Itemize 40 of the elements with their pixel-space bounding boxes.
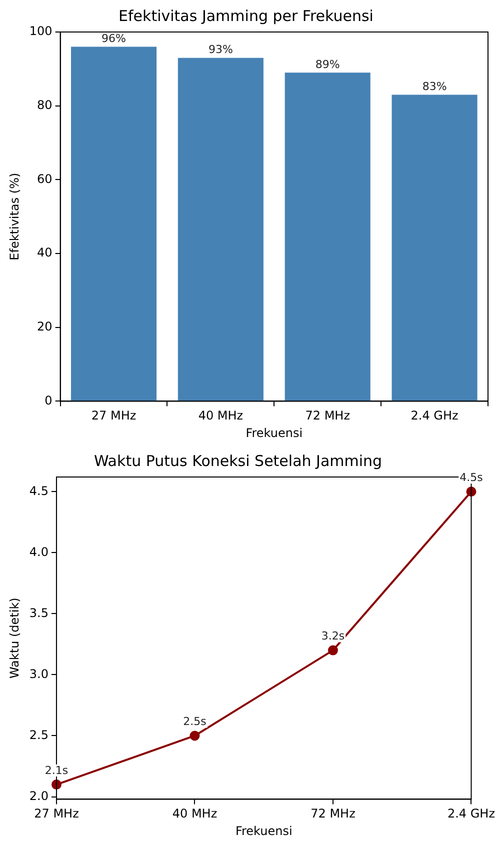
x-axis-title: Frekuensi [246, 426, 303, 440]
bar [284, 72, 370, 401]
data-label: 3.2s [321, 630, 345, 643]
x-tick-label: 27 MHz [91, 408, 136, 423]
point [190, 730, 200, 741]
data-label: 2.1s [44, 764, 68, 777]
bar [178, 58, 264, 401]
point [328, 645, 338, 656]
data-label: 83% [422, 80, 447, 94]
x-axis-title: Frekuensi [235, 824, 292, 838]
y-tick-label: 60 [37, 172, 52, 186]
data-label: 96% [102, 32, 126, 46]
x-tick-label: 72 MHz [310, 806, 356, 821]
data-label: 4.5s [460, 471, 484, 484]
x-tick-label: 2.4 GHz [410, 408, 458, 423]
y-axis-title: Waktu (detik) [7, 598, 22, 679]
data-label: 2.5s [183, 715, 207, 728]
x-tick-label: 40 MHz [172, 806, 218, 821]
y-tick-label: 80 [37, 98, 52, 112]
chart-title: Waktu Putus Koneksi Setelah Jamming [94, 452, 382, 470]
y-tick-label: 4.0 [29, 544, 48, 559]
y-tick-label: 3.0 [29, 666, 48, 681]
y-axis-title: Efektivitas (%) [7, 172, 22, 260]
bar [392, 94, 478, 401]
y-tick-label: 100 [29, 24, 52, 38]
y-tick-label: 2.5 [29, 728, 48, 742]
y-tick-label: 20 [37, 319, 52, 334]
chart-title: Efektivitas Jamming per Frekuensi [118, 6, 374, 25]
x-tick-label: 40 MHz [198, 408, 244, 423]
data-label: 89% [315, 58, 340, 71]
x-tick-label: 27 MHz [34, 806, 79, 821]
bar [70, 46, 157, 401]
data-label: 93% [208, 43, 233, 56]
y-tick-label: 40 [37, 246, 52, 260]
y-tick-label: 3.5 [29, 606, 48, 620]
y-tick-label: 2.0 [29, 788, 48, 803]
x-tick-label: 72 MHz [305, 408, 350, 423]
y-tick-label: 0 [44, 393, 52, 408]
y-tick-label: 4.5 [29, 484, 48, 498]
x-tick-label: 2.4 GHz [447, 806, 496, 821]
